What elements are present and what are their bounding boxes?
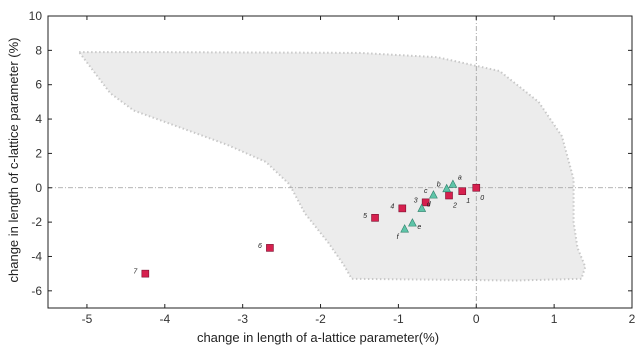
triangle-marker-a: [448, 179, 458, 188]
y-tick-label: 10: [29, 9, 43, 23]
square-point-label: 0: [480, 195, 484, 202]
y-tick-label: 2: [35, 146, 42, 160]
triangle-point-label: d: [427, 201, 432, 208]
data-points-layer: 0 1 2 3 4 5 6 7 a b cd e f: [133, 174, 484, 278]
triangle-marker-f: [400, 224, 409, 233]
square-marker-3: [421, 198, 430, 207]
triangle-point-label: e: [417, 224, 421, 231]
square-marker-2: [445, 191, 453, 200]
square-marker-4: [398, 204, 407, 213]
x-tick-label: -2: [315, 312, 326, 326]
square-point-label: 6: [258, 243, 262, 250]
square-point-label: 7: [133, 269, 138, 276]
reference-lines-layer: [48, 16, 632, 308]
square-marker-7: [141, 269, 150, 278]
y-tick-label: 6: [35, 78, 42, 92]
triangle-point-label: b: [437, 182, 441, 189]
shaded-region-layer: [78, 51, 587, 282]
triangle-point-label: c: [424, 188, 428, 195]
square-point-label: 5: [363, 213, 367, 220]
plot-frame: [47, 15, 633, 309]
y-axis-label: change in length of c-lattice parameter …: [6, 38, 21, 283]
x-tick-label: 0: [473, 312, 480, 326]
y-tick-label: -2: [31, 215, 42, 229]
square-point-label: 3: [414, 197, 418, 204]
square-point-label: 1: [466, 198, 470, 205]
square-marker-5: [371, 214, 379, 222]
y-tick-label: -4: [31, 249, 42, 263]
triangle-marker-c: [429, 190, 438, 199]
x-tick-label: -3: [237, 312, 248, 326]
x-tick-label: 1: [551, 312, 558, 326]
triangle-marker-d: [417, 203, 427, 212]
x-tick-label: 2: [629, 312, 636, 326]
y-tick-label: -6: [31, 284, 42, 298]
shaded-region: [78, 51, 587, 282]
triangle-marker-e: [408, 218, 417, 227]
square-marker-6: [266, 244, 274, 252]
y-tick-label: 4: [35, 112, 42, 126]
triangle-marker-b: [442, 183, 452, 193]
x-axis-label: change in length of a-lattice parameter(…: [197, 330, 439, 345]
x-tick-label: -1: [393, 312, 404, 326]
triangle-point-label: a: [458, 174, 462, 181]
y-tick-label: 0: [35, 181, 42, 195]
x-tick-label: -5: [82, 312, 93, 326]
plot-frame-layer: [47, 15, 633, 309]
square-marker-0: [472, 183, 481, 192]
square-marker-1: [458, 187, 467, 195]
square-point-label: 4: [390, 203, 394, 210]
square-point-label: 2: [452, 202, 457, 209]
x-tick-label: -4: [159, 312, 170, 326]
y-tick-label: 8: [35, 43, 42, 57]
triangle-point-label: f: [397, 234, 400, 241]
